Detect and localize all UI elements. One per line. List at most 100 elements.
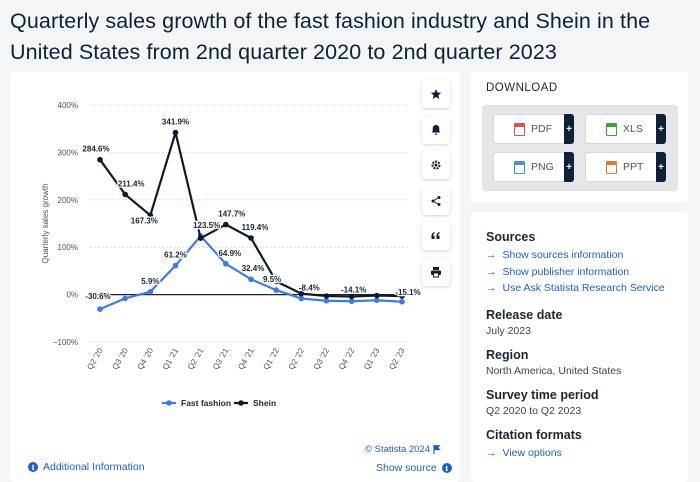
data-label: -15.1%	[395, 288, 420, 297]
data-point	[248, 235, 254, 241]
data-label: -30.6%	[85, 292, 110, 301]
data-point	[197, 235, 204, 241]
data-point	[122, 191, 128, 198]
data-point	[248, 276, 254, 283]
download-xls-plus-button[interactable]: +	[656, 114, 666, 144]
data-point	[172, 262, 179, 269]
download-xls-button[interactable]: XLS	[585, 114, 665, 144]
settings-button[interactable]	[422, 151, 450, 179]
print-button[interactable]	[422, 257, 450, 286]
show-source-link[interactable]: Show source i	[376, 462, 452, 474]
data-label: 284.6%	[82, 145, 109, 154]
gear-icon	[431, 160, 441, 170]
x-tick-label: Q2 '20	[85, 346, 105, 371]
data-point	[97, 156, 103, 163]
download-pdf-plus-button[interactable]: +	[564, 114, 574, 144]
line-chart: −100% 0% 100% 200% 300% 400% Quarterly sales g…	[41, 101, 422, 408]
y-tick-label: 400%	[58, 101, 78, 110]
data-point	[399, 298, 405, 305]
info-panel: Sources Show sources information Show pu…	[471, 212, 688, 482]
x-tick-label: Q3 '22	[312, 346, 332, 371]
x-tick-label: Q2 '23	[387, 346, 407, 371]
x-tick-label: Q1 '23	[362, 346, 382, 371]
data-label: 211.4%	[118, 179, 145, 188]
data-label: 119.4%	[242, 223, 269, 232]
data-label: 167.3%	[131, 216, 158, 225]
x-tick-label: Q3 '21	[211, 346, 231, 371]
citation-section: Citation formats View options	[486, 428, 673, 462]
data-point	[323, 293, 330, 299]
download-ppt-button[interactable]: PPT	[585, 152, 665, 182]
legend-marker	[238, 400, 244, 406]
data-label: 32.4%	[242, 264, 265, 273]
chart-toolbar	[422, 80, 450, 293]
additional-information-link[interactable]: i Additional Information	[28, 461, 145, 473]
chart-card: −100% 0% 100% 200% 300% 400% Quarterly sales g…	[10, 72, 460, 482]
data-point	[97, 306, 103, 312]
data-point	[223, 221, 229, 228]
favorite-button[interactable]	[422, 80, 450, 108]
data-point	[374, 292, 380, 299]
legend-marker	[166, 400, 172, 406]
sources-heading: Sources	[486, 230, 536, 244]
legend-label: Shein	[253, 398, 276, 408]
region-value: North America, United States	[486, 364, 622, 377]
data-label: 147.7%	[218, 210, 245, 219]
data-label: 9.5%	[263, 275, 281, 284]
view-options-link[interactable]: View options	[486, 445, 673, 462]
share-button[interactable]	[422, 186, 450, 215]
flag-icon	[433, 445, 441, 454]
survey-period-section: Survey time period Q2 2020 to Q2 2023	[486, 388, 673, 417]
download-png-button[interactable]: PNG	[493, 152, 573, 182]
show-sources-link[interactable]: Show sources information	[486, 247, 673, 264]
data-label: 341.9%	[162, 118, 189, 127]
y-tick-label: 0%	[66, 291, 78, 300]
x-tick-label: Q4 '22	[337, 346, 357, 371]
region-section: Region North America, United States	[486, 348, 673, 377]
data-point	[223, 261, 229, 267]
quote-icon	[431, 232, 440, 239]
x-tick-label: Q1 '22	[261, 346, 281, 371]
download-pdf-label: PDF	[531, 123, 552, 135]
page-title: Quarterly sales growth of the fast fashi…	[10, 9, 651, 64]
notification-button[interactable]	[422, 115, 450, 144]
legend-label: Fast fashion	[181, 398, 231, 408]
show-publisher-link[interactable]: Show publisher information	[486, 264, 673, 281]
y-axis-label: Quarterly sales growth	[41, 183, 50, 263]
statista-copyright[interactable]: © Statista 2024	[365, 444, 441, 455]
copyright-text: © Statista 2024	[365, 444, 431, 455]
ask-statista-link[interactable]: Use Ask Statista Research Service	[486, 280, 673, 297]
data-label: -14.1%	[341, 285, 366, 294]
show-source-label: Show source	[376, 462, 437, 474]
data-label: 64.9%	[218, 249, 241, 258]
x-tick-label: Q4 '21	[236, 346, 256, 371]
x-tick-label: Q1 '21	[161, 346, 181, 371]
y-tick-label: 300%	[58, 148, 78, 157]
star-icon	[430, 89, 442, 99]
x-tick-label: Q2 '21	[186, 346, 206, 371]
data-point	[323, 297, 330, 304]
x-tick-label: Q3 '20	[110, 346, 130, 371]
info-icon: i	[28, 462, 38, 472]
pdf-file-icon	[514, 122, 525, 136]
y-tick-label: −100%	[53, 338, 78, 347]
survey-period-value: Q2 2020 to Q2 2023	[486, 404, 582, 417]
data-point	[172, 129, 179, 136]
ppt-file-icon	[606, 160, 617, 174]
bell-icon	[431, 124, 441, 135]
download-ppt-plus-button[interactable]: +	[656, 152, 666, 182]
data-point	[273, 278, 279, 285]
download-pdf-button[interactable]: PDF	[493, 114, 573, 144]
x-tick-label: Q4 '20	[136, 346, 156, 371]
data-point	[298, 290, 305, 297]
download-panel: DOWNLOAD PDF + XLS + PNG + PPT +	[471, 72, 688, 202]
data-point	[374, 297, 380, 304]
sources-section: Sources Show sources information Show pu…	[486, 230, 673, 297]
release-date-section: Release date July 2023	[486, 308, 673, 337]
download-png-plus-button[interactable]: +	[564, 152, 574, 182]
download-buttons-area: PDF + XLS + PNG + PPT +	[482, 105, 678, 191]
print-icon	[431, 266, 441, 277]
data-label: 61.2%	[164, 251, 187, 260]
cite-button[interactable]	[422, 222, 450, 250]
xls-file-icon	[606, 122, 617, 136]
